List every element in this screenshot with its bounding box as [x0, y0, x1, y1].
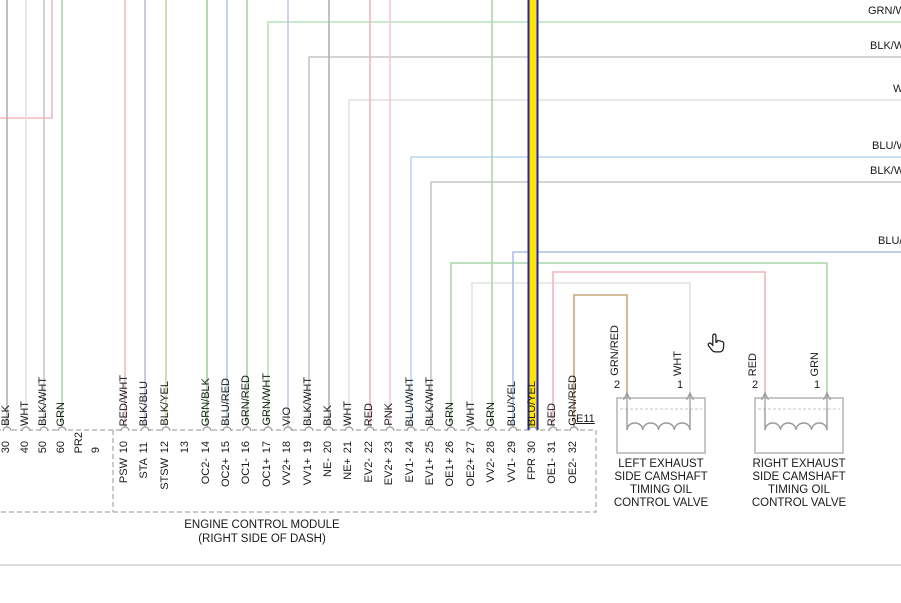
wire-pin-25-blk-wht[interactable] — [430, 181, 901, 430]
wire-pin-26-grn[interactable] — [450, 262, 828, 430]
pin-terminal-arc — [161, 426, 171, 432]
pin-terminal-arc — [120, 426, 130, 432]
pin-terminal-arc — [324, 426, 334, 432]
pin-terminal-arc — [548, 426, 558, 432]
pin-terminal-arc — [426, 426, 436, 432]
wire-pin-24-blu-wht[interactable] — [410, 156, 901, 430]
highlighted-wire[interactable] — [529, 0, 537, 430]
pin-terminal-arc — [385, 426, 395, 432]
wire-pin-27-wht[interactable] — [471, 282, 691, 430]
right-exhaust-side-camshaft-timing-oil-control-valve-body — [754, 397, 844, 454]
wire-pin-17-grn-wht[interactable] — [267, 21, 901, 430]
pin-terminal-arc — [202, 426, 212, 432]
solenoid-coil — [764, 422, 828, 431]
pin-terminal-arc — [304, 426, 314, 432]
pin-terminal-arc — [344, 426, 354, 432]
pin-terminal-arc — [39, 426, 49, 432]
pin-terminal-arc — [406, 426, 416, 432]
pin-terminal-arc — [263, 426, 273, 432]
pin-terminal-arc — [569, 426, 579, 432]
pin-terminal-arc — [487, 426, 497, 432]
pin-terminal-arc — [528, 426, 538, 432]
ecm-box — [0, 429, 597, 513]
wire-pin-29-blu-yel[interactable] — [512, 251, 901, 430]
pin-terminal-arc — [21, 426, 31, 432]
pin-terminal-arc — [242, 426, 252, 432]
wire-pin-32-grn-red[interactable] — [573, 294, 628, 430]
pin-terminal-arc — [446, 426, 456, 432]
stub-wire-0[interactable] — [0, 0, 53, 119]
wire-pin-21-wht[interactable] — [348, 99, 901, 430]
wire-pin-31-red[interactable] — [552, 271, 766, 430]
pin-terminal-arc — [2, 426, 12, 432]
solenoid-coil — [626, 422, 691, 431]
pin-terminal-arc — [140, 426, 150, 432]
pin-terminal-arc — [508, 426, 518, 432]
wire-pin-19-blk-wht[interactable] — [308, 56, 901, 430]
pin-terminal-arc — [467, 426, 477, 432]
pin-terminal-arc — [283, 426, 293, 432]
pin-terminal-arc — [365, 426, 375, 432]
pin-terminal-arc — [57, 426, 67, 432]
pin-terminal-arc — [222, 426, 232, 432]
cursor-hand-pointer-icon — [707, 333, 725, 353]
